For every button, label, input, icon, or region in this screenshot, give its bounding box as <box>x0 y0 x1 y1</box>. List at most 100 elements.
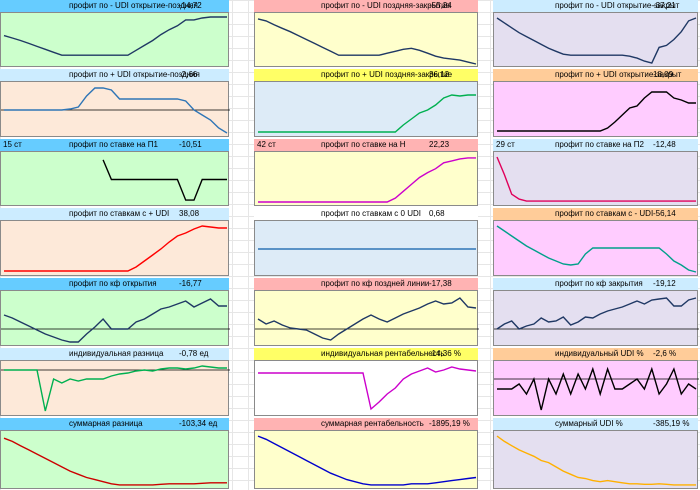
chart-panel[interactable]: профит по + UDI открытие-закрыт 18,09 <box>493 69 698 137</box>
series-line <box>4 365 227 412</box>
series-line <box>496 17 697 64</box>
series-line <box>497 91 696 132</box>
line-chart <box>258 94 476 133</box>
chart-plot-area <box>493 151 698 206</box>
line-chart <box>3 16 227 56</box>
chart-panel[interactable]: профит по ставкам с - UDI -56,14 <box>493 208 698 276</box>
chart-value: -37,21 <box>653 1 676 10</box>
chart-header: 29 ст профит по ставке на П2 -12,48 <box>493 139 698 151</box>
chart-header: профит по кф поздней линии -17,38 <box>254 278 478 290</box>
chart-header: профит по кф закрытия -19,12 <box>493 278 698 290</box>
chart-panel[interactable]: индивидуальная разница -0,78 ед <box>0 348 230 416</box>
line-chart <box>496 435 696 486</box>
chart-title: профит по - UDI открытие-закрыт <box>555 1 680 10</box>
chart-header: профит по - UDI открытие-поздняя -14,72 <box>0 0 229 12</box>
chart-plot-area <box>0 151 229 206</box>
line-chart <box>496 156 696 202</box>
chart-plot-area <box>493 81 698 137</box>
chart-panel[interactable]: профит по кф открытия -16,77 <box>0 278 230 346</box>
chart-panel[interactable]: суммарный UDI % -385,19 % <box>493 418 698 489</box>
chart-header: профит по ставкам с + UDI 38,08 <box>0 208 229 220</box>
chart-panel[interactable]: профит по ставкам с 0 UDI 0,68 <box>254 208 478 276</box>
line-chart <box>257 435 477 486</box>
series-line <box>3 437 227 486</box>
chart-value: -0,78 ед <box>179 349 209 358</box>
series-line <box>496 297 697 330</box>
chart-value: -2,6 % <box>653 349 677 358</box>
chart-plot-area <box>493 12 698 67</box>
line-chart <box>496 225 697 273</box>
chart-title: индивидуальная разница <box>69 349 164 358</box>
line-chart <box>3 437 227 486</box>
chart-panel[interactable]: профит по - UDI открытие-закрыт -37,21 <box>493 0 698 67</box>
chart-header: профит по - UDI открытие-закрыт -37,21 <box>493 0 698 12</box>
chart-plot-area <box>0 12 229 67</box>
chart-panel[interactable]: 29 ст профит по ставке на П2 -12,48 <box>493 139 698 206</box>
line-chart <box>1 365 230 412</box>
chart-header: профит по кф открытия -16,77 <box>0 278 229 290</box>
series-line <box>4 87 228 134</box>
chart-panel[interactable]: суммарная разница -103,34 ед <box>0 418 229 489</box>
chart-title: профит по + UDI поздняя-закрытие <box>321 70 453 79</box>
chart-panel[interactable]: индивидуальная рентабельность -14,36 % <box>254 348 478 416</box>
chart-plot-area <box>254 430 478 489</box>
chart-value: -12,48 <box>653 140 676 149</box>
chart-panel[interactable]: индивидуальный UDI % -2,6 % <box>493 348 699 416</box>
chart-value: -16,77 <box>179 279 202 288</box>
chart-header: суммарная рентабельность -1895,19 % <box>254 418 478 430</box>
line-chart <box>1 87 230 134</box>
chart-title: суммарный UDI % <box>555 419 623 428</box>
chart-title: суммарная рентабельность <box>321 419 424 428</box>
line-chart <box>494 297 699 330</box>
line-chart <box>257 18 477 65</box>
line-chart <box>258 248 476 250</box>
chart-header: 15 ст профит по ставке на П1 -10,51 <box>0 139 229 151</box>
line-chart <box>255 297 479 341</box>
chart-plot-area <box>254 81 478 137</box>
chart-panel[interactable]: 15 ст профит по ставке на П1 -10,51 <box>0 139 229 206</box>
series-line <box>496 435 696 486</box>
chart-panel[interactable]: профит по - UDI поздняя-закрытие -55,24 <box>254 0 478 67</box>
chart-panel[interactable]: суммарная рентабельность -1895,19 % <box>254 418 478 489</box>
chart-value: -385,19 % <box>653 419 690 428</box>
chart-value: 22,23 <box>429 140 450 149</box>
chart-panel[interactable]: профит по кф поздней линии -17,38 <box>254 278 479 346</box>
chart-value: 36,12 <box>429 70 450 79</box>
chart-plot-area <box>493 360 699 416</box>
chart-title: индивидуальный UDI % <box>555 349 644 358</box>
line-chart <box>102 159 227 201</box>
series-line <box>257 297 477 341</box>
chart-title: профит по ставкам с - UDI <box>555 209 654 218</box>
chart-title: профит по ставке на П1 <box>69 140 158 149</box>
series-line <box>496 225 697 273</box>
chart-value: -1895,19 % <box>429 419 470 428</box>
line-chart <box>496 17 697 64</box>
chart-plot-area <box>0 290 230 346</box>
line-chart <box>4 225 227 272</box>
chart-panel[interactable]: профит по + UDI открытие-поздняя -2,66 <box>0 69 230 137</box>
chart-plot-area <box>493 430 698 489</box>
chart-panel[interactable]: профит по + UDI поздняя-закрытие 36,12 <box>254 69 478 137</box>
chart-header: профит по + UDI открытие-поздняя -2,66 <box>0 69 229 81</box>
chart-panel[interactable]: 42 ст профит по ставке на Н 22,23 <box>254 139 478 206</box>
chart-header: суммарный UDI % -385,19 % <box>493 418 698 430</box>
chart-header: профит по ставкам с - UDI -56,14 <box>493 208 698 220</box>
chart-title: профит по + UDI открытие-поздняя <box>69 70 200 79</box>
chart-value: 0,68 <box>429 209 445 218</box>
chart-title: профит по кф закрытия <box>555 279 643 288</box>
chart-panel[interactable]: профит по ставкам с + UDI 38,08 <box>0 208 229 276</box>
chart-value: -19,12 <box>653 279 676 288</box>
chart-value: -2,66 <box>179 70 198 79</box>
chart-header: индивидуальная разница -0,78 ед <box>0 348 229 360</box>
series-line <box>258 94 476 133</box>
series-line <box>3 16 227 56</box>
chart-panel[interactable]: профит по - UDI открытие-поздняя -14,72 <box>0 0 229 67</box>
chart-header: суммарная разница -103,34 ед <box>0 418 229 430</box>
bet-count-label: 29 ст <box>496 140 515 149</box>
chart-value: -14,72 <box>179 1 202 10</box>
series-line <box>4 225 227 272</box>
chart-panel[interactable]: профит по кф закрытия -19,12 <box>493 278 699 346</box>
chart-plot-area <box>0 81 230 137</box>
series-line <box>258 157 476 203</box>
chart-title: профит по - UDI открытие-поздняя <box>69 1 198 10</box>
